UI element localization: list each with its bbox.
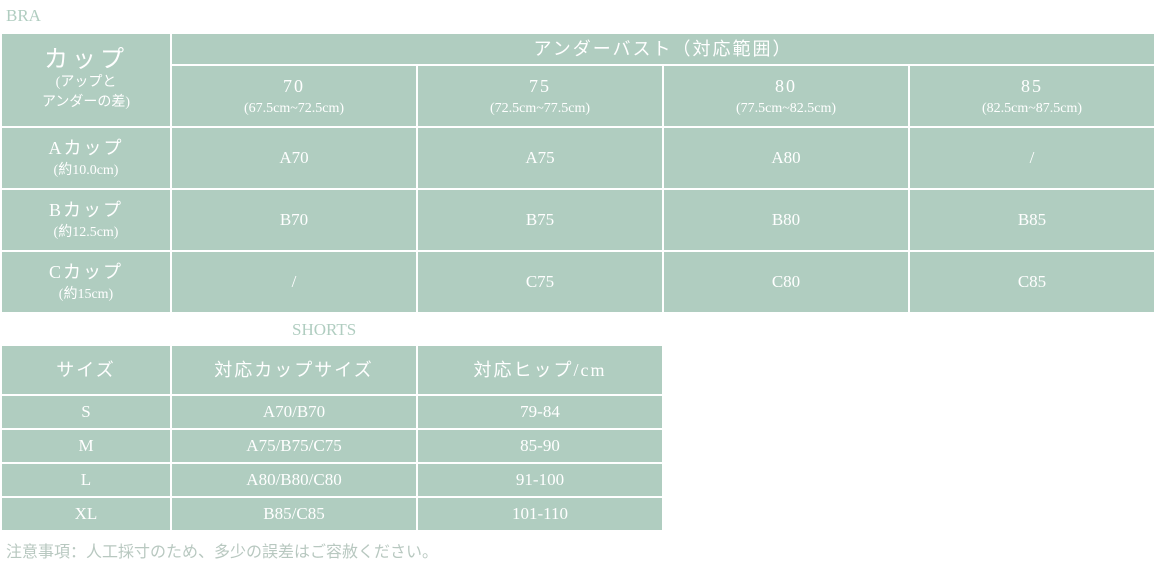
bra-size: C80 [771, 271, 801, 291]
cup-row-header: Cカップ (約15cm) [2, 252, 170, 312]
bra-size-cell: B85 [910, 190, 1154, 250]
bra-size: B80 [771, 209, 801, 229]
shorts-value: S [81, 401, 91, 421]
bra-size-cell: C85 [910, 252, 1154, 312]
band-range: (67.5cm~72.5cm) [243, 100, 345, 116]
header-label: 対応カップサイズ [214, 359, 374, 380]
bra-size-cell: / [172, 252, 416, 312]
shorts-title: SHORTS [292, 320, 357, 339]
shorts-value: 101-110 [511, 503, 569, 523]
bra-size-cell: A80 [664, 128, 908, 188]
shorts-cell: M [2, 430, 170, 462]
shorts-cell: B85/C85 [172, 498, 416, 530]
bra-size: C85 [1017, 271, 1047, 291]
shorts-cell: 91-100 [418, 464, 662, 496]
cup-sub-1: (アップと [55, 74, 117, 90]
bra-size: B70 [279, 209, 309, 229]
cup-diff: (約10.0cm) [53, 162, 119, 178]
cup-diff: (約12.5cm) [53, 224, 119, 240]
band-range: (77.5cm~82.5cm) [735, 100, 837, 116]
band-range: (82.5cm~87.5cm) [981, 100, 1083, 116]
cup-corner-cell: カップ (アップと アンダーの差) [2, 34, 170, 126]
shorts-value: A80/B80/C80 [246, 469, 342, 489]
note: 注意事項：人工採寸のため、多少の誤差はご容赦ください。 [6, 544, 439, 561]
shorts-cell: 79-84 [418, 396, 662, 428]
shorts-cell: S [2, 396, 170, 428]
bra-size: B85 [1017, 209, 1047, 229]
cup-row-header: Aカップ (約10.0cm) [2, 128, 170, 188]
bra-size: A75 [525, 147, 555, 167]
cup-sub-2: アンダーの差) [41, 95, 131, 111]
bra-size-cell: C80 [664, 252, 908, 312]
cup-name: Aカップ [48, 137, 124, 158]
bra-size-cell: B75 [418, 190, 662, 250]
band-size: 75 [529, 75, 551, 96]
underbust-header: アンダーバスト（対応範囲） [172, 34, 1154, 64]
bra-size-cell: / [910, 128, 1154, 188]
shorts-cell: A80/B80/C80 [172, 464, 416, 496]
bra-size: C75 [525, 271, 555, 291]
shorts-value: A75/B75/C75 [246, 435, 342, 455]
bra-size: A80 [771, 147, 801, 167]
cup-name: Bカップ [48, 199, 123, 220]
shorts-value: A70/B70 [262, 401, 326, 421]
cup-diff: (約15cm) [58, 286, 114, 302]
underbust-column-header: 75 (72.5cm~77.5cm) [418, 66, 662, 126]
shorts-value: B85/C85 [263, 503, 325, 523]
shorts-value: L [80, 469, 92, 489]
cup-label: カップ [44, 46, 128, 73]
shorts-cell: L [2, 464, 170, 496]
band-range: (72.5cm~77.5cm) [489, 100, 591, 116]
shorts-column-header: サイズ [2, 346, 170, 394]
shorts-column-header: 対応ヒップ/cm [418, 346, 662, 394]
shorts-cell: A75/B75/C75 [172, 430, 416, 462]
bra-size: / [1029, 147, 1035, 167]
shorts-column-header: 対応カップサイズ [172, 346, 416, 394]
shorts-value: XL [74, 503, 98, 523]
shorts-value: 85-90 [520, 435, 560, 455]
band-size: 85 [1021, 75, 1043, 96]
cup-row-header: Bカップ (約12.5cm) [2, 190, 170, 250]
underbust-column-header: 80 (77.5cm~82.5cm) [664, 66, 908, 126]
bra-size-cell: A75 [418, 128, 662, 188]
bra-title: BRA [6, 6, 41, 25]
shorts-cell: XL [2, 498, 170, 530]
shorts-value: M [78, 435, 94, 455]
shorts-cell: 101-110 [418, 498, 662, 530]
shorts-cell: A70/B70 [172, 396, 416, 428]
shorts-value: 79-84 [520, 401, 560, 421]
bra-size: A70 [279, 147, 309, 167]
bra-size: / [291, 271, 297, 291]
underbust-column-header: 85 (82.5cm~87.5cm) [910, 66, 1154, 126]
header-label: 対応ヒップ/cm [473, 359, 607, 380]
shorts-value: 91-100 [515, 469, 565, 489]
header-label: サイズ [56, 359, 116, 380]
bra-size-cell: B70 [172, 190, 416, 250]
bra-size-cell: A70 [172, 128, 416, 188]
band-size: 80 [775, 75, 797, 96]
shorts-cell: 85-90 [418, 430, 662, 462]
bra-size-cell: C75 [418, 252, 662, 312]
bra-size: B75 [525, 209, 555, 229]
underbust-column-header: 70 (67.5cm~72.5cm) [172, 66, 416, 126]
cup-name: Cカップ [48, 261, 123, 282]
bra-size-cell: B80 [664, 190, 908, 250]
band-size: 70 [283, 75, 305, 96]
